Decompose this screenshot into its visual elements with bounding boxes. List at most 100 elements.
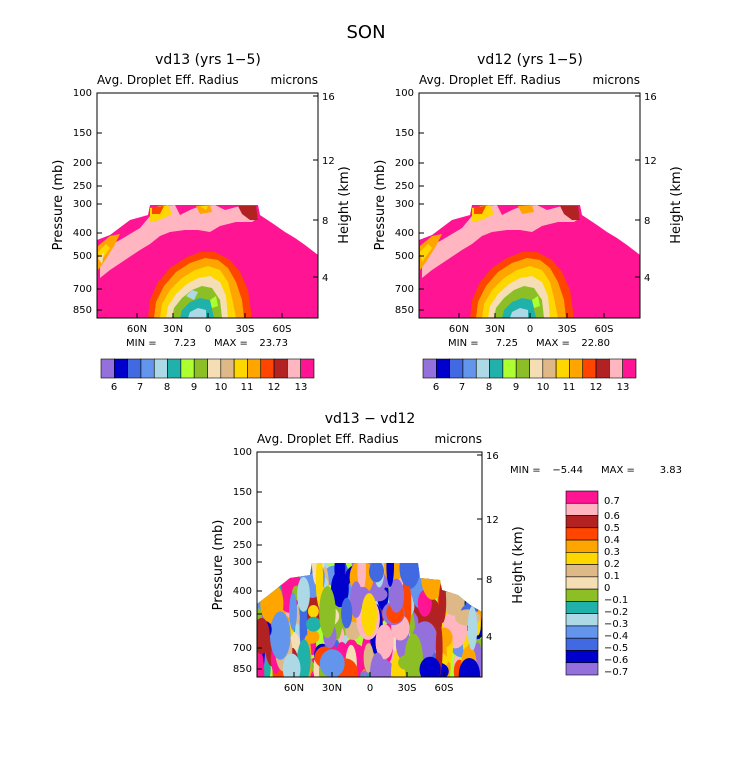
panel-subtitle: Avg. Droplet Eff. Radius [97,73,239,87]
difference-patch [257,563,279,588]
difference-patch [361,593,378,637]
colorbar-label: −0.3 [604,619,628,630]
pressure-tick: 400 [395,228,414,239]
contour-field [257,563,482,677]
colorbar-swatch [127,358,142,379]
colorbar-label: 6 [111,382,117,393]
height-tick: 12 [322,156,335,167]
difference-patch [297,577,310,612]
difference-patch [458,658,480,677]
colorbar-swatch [565,502,599,516]
min-value: 7.23 [174,338,196,349]
y2-axis-label: Height (km) [337,166,352,243]
plot-frame [418,92,641,319]
colorbar-swatch [529,358,544,379]
colorbar-label: 7 [137,382,143,393]
colorbar-swatch [582,358,597,379]
contour-band [186,290,198,300]
colorbar-swatch [622,358,637,379]
difference-patch [257,649,265,677]
difference-patch [319,586,336,639]
pressure-tick: 250 [73,181,92,192]
difference-patch [331,570,349,608]
height-tick: 4 [486,632,492,643]
difference-patch [297,639,311,677]
colorbar-label: 11 [563,382,576,393]
lat-tick: 30S [397,683,416,694]
max-value: 22.80 [581,338,610,349]
difference-patch [459,568,482,594]
y-axis-label: Pressure (mb) [51,160,66,251]
contour-field [97,205,318,318]
difference-patch [257,617,270,655]
panel-vd13: vd13 (yrs 1−5) Avg. Droplet Eff. Radius … [51,52,352,393]
colorbar-swatch [565,637,599,651]
panel-vd12: vd12 (yrs 1−5) Avg. Droplet Eff. Radius … [373,52,684,393]
latitude-axis: 60N 30N 0 30S 60S [127,324,292,335]
colorbar-swatch [287,358,301,379]
colorbar-swatch [167,358,182,379]
pressure-axis: 100 150 200 250 300 400 500 700 850 [395,88,414,316]
contour-band [474,206,486,214]
colorbar-swatch [565,625,599,639]
difference-patch [282,563,292,570]
difference-patch [334,563,346,585]
colorbar-label: 0.6 [604,511,620,522]
height-tick: 16 [644,92,657,103]
colorbar-label: 0.1 [604,571,620,582]
difference-patch [433,563,448,581]
pressure-tick: 200 [395,158,414,169]
difference-patches [257,563,482,677]
colorbar-label: 10 [537,382,550,393]
colorbar-swatch [565,601,599,614]
colorbar-label: 9 [191,382,197,393]
colorbar-swatch [569,358,584,379]
max-value: 23.73 [259,338,288,349]
pressure-tick: 250 [233,540,252,551]
difference-patch [306,616,321,632]
difference-patch [308,605,319,618]
colorbar-swatch [565,552,599,565]
pressure-tick: 300 [395,199,414,210]
min-max-readout: MIN = 7.23 MAX = 23.73 [126,338,288,349]
pressure-tick: 200 [73,158,92,169]
colorbar-label: 13 [617,382,630,393]
height-tick: 4 [644,273,650,284]
pressure-tick: 300 [73,199,92,210]
panel-title: vd13 − vd12 [325,411,416,427]
pressure-tick: 500 [395,251,414,262]
colorbar-label: −0.5 [604,643,628,654]
panel-units: microns [271,73,319,87]
y2-axis-label: Height (km) [511,526,526,603]
contour-band [152,206,164,214]
max-label: MAX = [214,338,248,349]
contour-band [98,234,120,270]
panel-difference: vd13 − vd12 Avg. Droplet Eff. Radius mic… [211,411,682,694]
colorbar-label: −0.2 [604,607,628,618]
pressure-tick: 850 [395,305,414,316]
panel-subtitle: Avg. Droplet Eff. Radius [419,73,561,87]
colorbar [565,490,599,676]
colorbar-swatch [220,358,235,379]
contour-band [560,206,580,220]
pressure-tick: 100 [233,447,252,458]
lat-tick: 30S [235,324,254,335]
panel-units: microns [435,432,483,446]
difference-patch [441,563,468,583]
pressure-tick: 100 [73,88,92,99]
pressure-tick: 500 [73,251,92,262]
latitude-axis: 60N 30N 0 30S 60S [449,324,614,335]
colorbar-swatch [565,515,599,529]
contour-band [98,252,104,264]
panel-subtitle: Avg. Droplet Eff. Radius [257,432,399,446]
pressure-tick: 150 [395,128,414,139]
difference-patch [270,611,291,660]
colorbar-swatch [542,358,557,379]
colorbar-swatch [462,358,477,379]
colorbar-swatch [565,539,599,553]
difference-patch [448,563,466,588]
plot-frame [256,451,483,678]
difference-patch [469,563,482,578]
colorbar-swatch [114,358,128,379]
colorbar-swatch [565,613,599,627]
